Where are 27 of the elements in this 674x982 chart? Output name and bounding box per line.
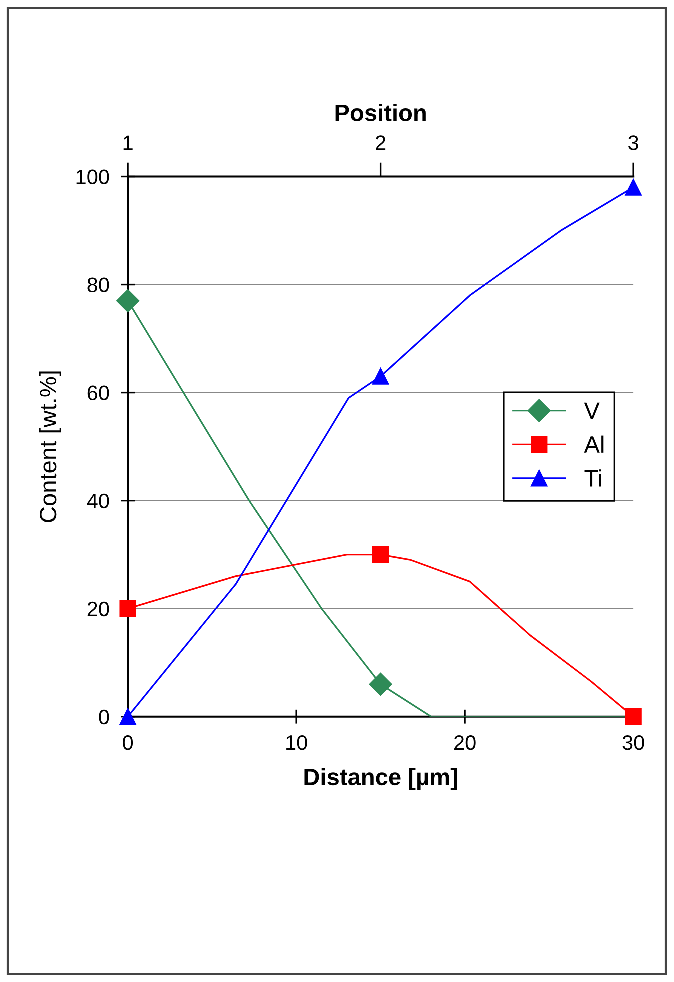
y-tick-label: 20 [88, 602, 110, 617]
y-tick-label: 100 [76, 170, 110, 185]
point [116, 289, 140, 312]
x-tick-label: 10 [286, 735, 308, 750]
y-axis-title: Content [wt.%] [39, 372, 62, 522]
y-tick-label: 40 [87, 494, 110, 509]
x-tick-label: 30 [622, 735, 644, 750]
point [372, 546, 390, 564]
y-tick-label: 60 [88, 386, 110, 401]
x-axis-title: Distance [µm] [304, 768, 458, 790]
legend-label: Ti [584, 470, 602, 487]
x2-tick-label: 2 [376, 136, 386, 150]
point [120, 600, 136, 618]
x2-tick-label: 3 [628, 136, 638, 150]
point [120, 708, 136, 726]
x2-tick-label: 1 [124, 136, 133, 150]
point [372, 368, 390, 385]
point [625, 708, 642, 726]
x2-axis-title: Position [336, 104, 426, 122]
y-tick-label: 0 [99, 710, 110, 725]
point [625, 179, 642, 196]
x-tick-label: 20 [454, 735, 476, 750]
y-tick-label: 80 [88, 278, 110, 293]
point [369, 672, 392, 696]
legend-label: Al [584, 436, 604, 453]
x-tick-label: 0 [123, 735, 134, 750]
legend-label: V [584, 402, 600, 420]
